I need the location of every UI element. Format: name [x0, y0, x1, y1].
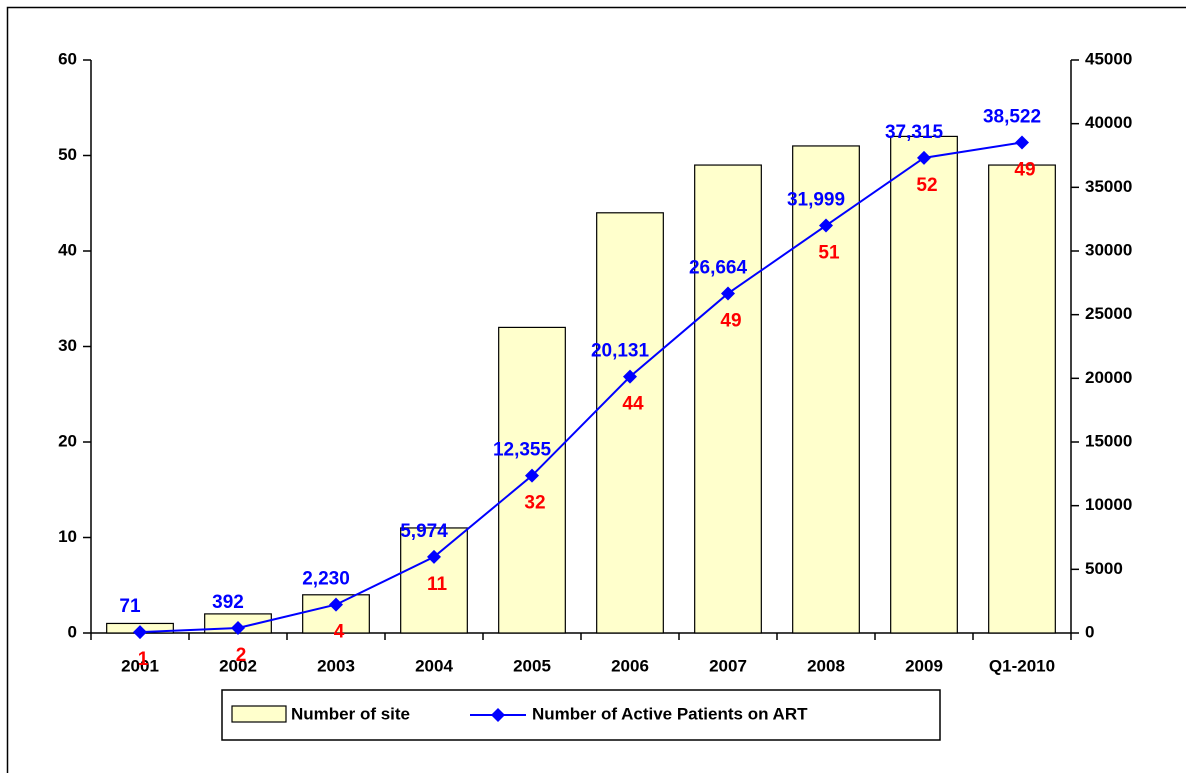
y2-tick-label: 15000: [1085, 431, 1132, 450]
bar-value-label: 52: [916, 175, 937, 196]
legend-box: [221, 689, 941, 741]
x-tick-label: 2005: [513, 656, 551, 675]
y2-tick-label: 45000: [1085, 49, 1132, 68]
legend-label: Number of Active Patients on ART: [532, 704, 808, 723]
y-tick-label: 40: [58, 240, 77, 259]
bar-value-label: 4: [334, 622, 345, 643]
y2-tick-label: 25000: [1085, 304, 1132, 323]
line-value-label: 12,355: [493, 440, 552, 461]
bar: [694, 164, 762, 634]
line-value-label: 37,315: [885, 122, 944, 143]
bar: [890, 135, 958, 634]
y2-tick-label: 20000: [1085, 368, 1132, 387]
x-tick-label: 2001: [121, 656, 159, 675]
line-value-label: 71: [119, 596, 141, 617]
line-value-label: 392: [212, 592, 244, 613]
x-tick-label: 2004: [415, 656, 453, 675]
y-tick-label: 0: [68, 622, 77, 641]
x-tick-label: Q1-2010: [989, 656, 1055, 675]
line: [139, 141, 1023, 634]
x-tick-label: 2008: [807, 656, 845, 675]
legend-label: Number of site: [291, 704, 410, 723]
line-marker: [917, 150, 931, 165]
line-marker: [819, 218, 833, 233]
y2-tick-label: 10000: [1085, 495, 1132, 514]
x-tick-label: 2009: [905, 656, 943, 675]
bar-value-label: 1: [138, 649, 149, 670]
legend-marker: [491, 708, 505, 722]
line-marker: [231, 621, 245, 636]
line-marker: [329, 597, 343, 612]
bar-value-label: 44: [622, 394, 644, 415]
legend-swatch: [231, 705, 287, 723]
y2-tick-label: 35000: [1085, 177, 1132, 196]
bar-value-label: 11: [427, 574, 448, 595]
y2-tick-label: 0: [1085, 622, 1094, 641]
line-marker: [427, 549, 441, 564]
line-marker: [525, 468, 539, 483]
line-marker: [623, 369, 637, 384]
bar-value-label: 51: [818, 243, 840, 264]
bar: [988, 164, 1056, 634]
line-value-label: 5,974: [400, 521, 448, 542]
x-tick-label: 2006: [611, 656, 649, 675]
bar: [596, 212, 664, 634]
line-value-label: 38,522: [983, 107, 1041, 128]
y-tick-label: 50: [58, 145, 77, 164]
line-value-label: 20,131: [591, 341, 650, 362]
y-tick-label: 60: [58, 49, 77, 68]
bar-value-label: 49: [720, 310, 741, 331]
bar-value-label: 49: [1014, 160, 1035, 181]
line-value-label: 26,664: [689, 257, 748, 278]
line-value-label: 31,999: [787, 190, 845, 211]
bar-value-label: 32: [524, 493, 545, 514]
x-tick-label: 2007: [709, 656, 747, 675]
x-tick-label: 2003: [317, 656, 355, 675]
y-tick-label: 10: [58, 527, 77, 546]
y-tick-label: 20: [58, 431, 77, 450]
x-tick-label: 2002: [219, 656, 257, 675]
line-marker: [721, 286, 735, 301]
line-marker: [133, 625, 147, 640]
bar-value-label: 2: [236, 645, 247, 666]
y2-tick-label: 40000: [1085, 113, 1132, 132]
y2-tick-label: 30000: [1085, 240, 1132, 259]
line-marker: [1015, 135, 1029, 150]
bar: [400, 527, 468, 634]
y2-tick-label: 5000: [1085, 559, 1123, 578]
y-tick-label: 30: [58, 336, 77, 355]
frame: [6, 6, 1186, 773]
line-value-label: 2,230: [302, 569, 350, 590]
